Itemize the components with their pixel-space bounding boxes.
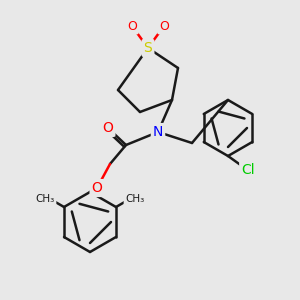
Text: CH₃: CH₃ — [125, 194, 145, 204]
Text: O: O — [127, 20, 137, 32]
Text: Cl: Cl — [241, 163, 255, 177]
Text: N: N — [153, 125, 163, 139]
Text: S: S — [144, 41, 152, 55]
Text: O: O — [159, 20, 169, 32]
Text: O: O — [103, 121, 113, 135]
Text: CH₃: CH₃ — [35, 194, 55, 204]
Text: O: O — [92, 181, 102, 195]
